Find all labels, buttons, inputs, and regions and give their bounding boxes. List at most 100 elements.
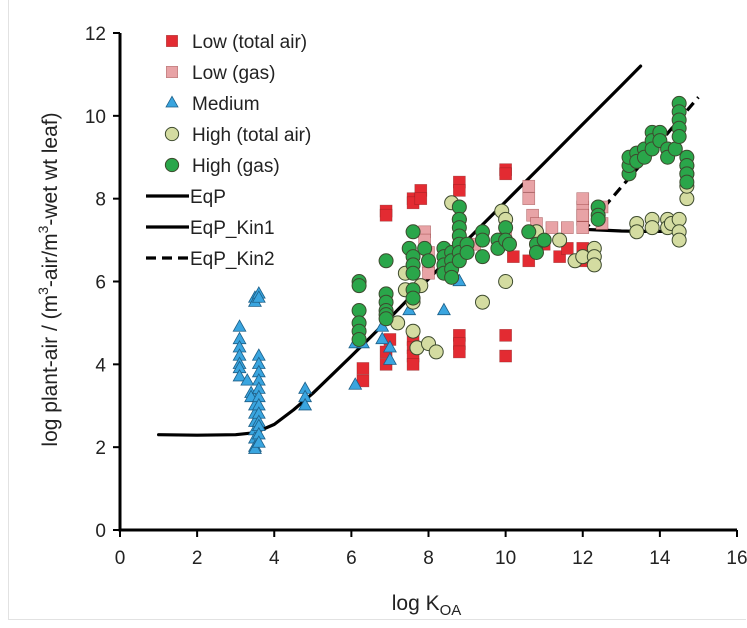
point-high-total-air <box>671 211 687 227</box>
point-low-total-air <box>356 362 370 375</box>
legend-label: Medium <box>192 94 260 115</box>
legend-label: Low (gas) <box>192 63 275 84</box>
legend-label: EqP_Kin1 <box>190 218 275 239</box>
point-medium <box>298 397 313 411</box>
y-tick-label: 12 <box>85 24 106 45</box>
legend-marker-swatch <box>166 66 179 79</box>
legend-item: EqP_Kin1 <box>146 218 275 239</box>
point-low-total-air <box>379 208 393 222</box>
x-tick-label: 2 <box>192 548 203 569</box>
point-low-gas <box>561 221 574 234</box>
point-high-gas <box>528 245 544 261</box>
point-high-gas <box>405 290 421 306</box>
x-axis-label-subscript: OA <box>440 602 462 619</box>
y-tick-label: 4 <box>95 355 106 376</box>
data-points <box>232 95 695 454</box>
legend: Low (total air) Low (gas) Medium High (tota… <box>146 32 311 270</box>
point-medium <box>382 352 397 365</box>
y-tick-label: 10 <box>85 107 106 128</box>
axes-group: 0 2 4 6 8 10 12 14 16 0 2 4 6 8 10 12 <box>85 24 747 569</box>
point-high-total-air <box>498 274 514 289</box>
y-axis-label-part: -wet wt leaf) <box>39 112 62 225</box>
x-tick-label: 4 <box>269 548 280 569</box>
point-low-gas <box>576 221 590 234</box>
legend-item: EqP_Kin2 <box>146 249 275 270</box>
y-axis-label: log plant-air / (m3-air/m3-wet wt leaf) <box>35 112 62 446</box>
y-tick-label: 0 <box>95 521 106 542</box>
point-medium <box>375 331 390 345</box>
x-axis-label: log KOA <box>392 592 462 619</box>
point-low-total-air <box>499 349 512 363</box>
point-high-gas <box>351 278 367 294</box>
point-high-gas <box>421 253 436 269</box>
point-low-total-air <box>453 184 466 197</box>
x-tick-label: 10 <box>495 548 516 569</box>
point-medium <box>232 368 247 382</box>
point-high-gas <box>521 224 537 240</box>
x-tick-label: 14 <box>649 548 671 569</box>
point-high-total-air <box>679 191 695 207</box>
legend-item: EqP <box>146 187 226 208</box>
point-high-total-air <box>552 232 568 248</box>
legend-marker-swatch <box>166 34 179 47</box>
point-low-gas <box>545 221 559 234</box>
point-high-gas <box>444 269 460 285</box>
point-high-gas <box>459 245 475 261</box>
x-tick-label: 0 <box>115 548 126 569</box>
point-medium <box>348 377 363 390</box>
y-axis-label-superscript: 3 <box>35 225 51 233</box>
legend-label: EqP_Kin2 <box>190 249 275 270</box>
point-high-gas <box>536 232 552 248</box>
point-high-total-air <box>644 220 660 236</box>
legend-item: Low (total air) <box>166 32 307 53</box>
x-tick-label: 6 <box>346 548 357 569</box>
point-high-total-air <box>474 294 490 310</box>
point-medium <box>436 302 451 316</box>
point-medium <box>247 441 262 454</box>
legend-item: High (gas) <box>164 156 280 177</box>
y-axis-label-part: -air/m <box>39 233 62 287</box>
point-high-gas <box>417 240 433 256</box>
point-medium <box>232 319 247 332</box>
point-low-gas <box>522 192 536 205</box>
x-tick-label: 16 <box>726 548 747 569</box>
point-medium <box>240 373 255 386</box>
point-high-gas <box>679 174 695 190</box>
point-high-total-air <box>586 257 602 273</box>
point-high-gas <box>451 199 467 215</box>
point-high-gas <box>671 129 687 145</box>
legend-marker-swatch <box>165 95 179 108</box>
point-low-gas <box>422 266 435 280</box>
y-tick-label: 2 <box>95 438 106 459</box>
y-axis-label-superscript: 3 <box>35 287 51 295</box>
legend-item: Low (gas) <box>166 63 275 84</box>
point-low-total-air <box>499 329 512 342</box>
point-medium <box>251 290 266 303</box>
point-low-total-air <box>507 250 520 263</box>
point-low-gas <box>576 192 590 205</box>
point-high-gas <box>378 253 394 269</box>
point-low-total-air <box>453 345 466 359</box>
legend-item: High (total air) <box>164 125 311 146</box>
point-high-total-air <box>428 344 444 360</box>
legend-label: Low (total air) <box>192 32 307 53</box>
point-high-gas <box>378 311 394 327</box>
y-tick-label: 8 <box>95 190 106 211</box>
point-high-gas <box>501 236 517 252</box>
point-high-gas <box>498 220 514 236</box>
point-high-gas <box>405 265 421 281</box>
x-tick-label: 8 <box>423 548 434 569</box>
y-tick-label: 6 <box>95 273 106 294</box>
point-low-total-air <box>414 192 428 205</box>
legend-label: High (total air) <box>192 125 311 146</box>
point-high-gas <box>474 249 490 265</box>
point-medium <box>251 435 266 448</box>
point-high-gas <box>405 224 421 240</box>
point-low-total-air <box>406 358 420 371</box>
legend-marker-swatch <box>164 126 180 142</box>
point-high-total-air <box>405 323 421 339</box>
legend-label: High (gas) <box>192 156 280 177</box>
y-axis-label-part: log plant-air / (m <box>39 295 62 447</box>
